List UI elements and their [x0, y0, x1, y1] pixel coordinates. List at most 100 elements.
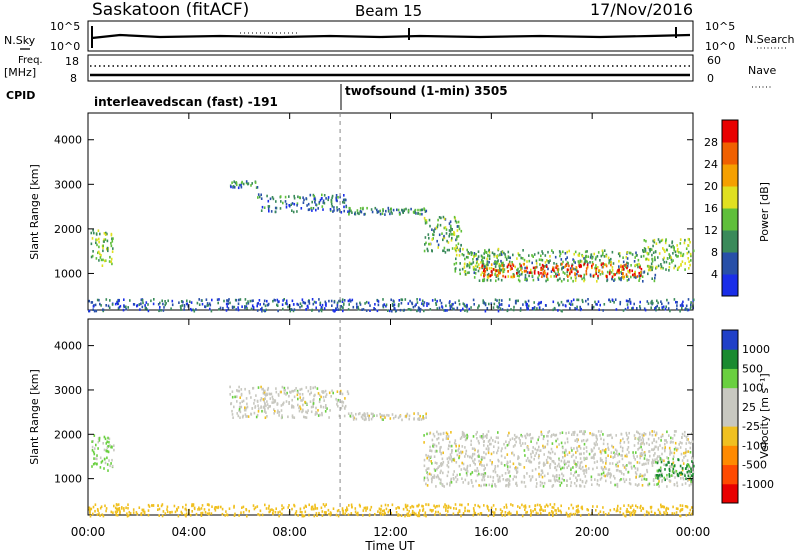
data-cell [646, 458, 648, 462]
data-cell [531, 254, 533, 257]
data-cell [417, 308, 419, 312]
data-cell [352, 414, 354, 418]
data-cell [305, 197, 307, 200]
data-cell [668, 473, 671, 476]
data-cell [299, 396, 301, 399]
data-cell [668, 434, 670, 437]
data-cell [343, 194, 345, 197]
data-cell [269, 405, 271, 408]
data-cell [488, 447, 490, 450]
data-cell [327, 196, 330, 199]
data-cell [525, 459, 528, 462]
data-cell [572, 474, 575, 477]
data-cell [440, 478, 442, 482]
data-cell [376, 414, 378, 417]
data-cell [423, 309, 425, 313]
data-cell [320, 308, 322, 312]
data-cell [341, 507, 344, 510]
data-cell [620, 265, 622, 269]
data-cell [508, 479, 511, 483]
data-cell [429, 224, 431, 228]
data-cell [689, 442, 692, 445]
data-cell [300, 399, 302, 402]
data-cell [435, 505, 438, 508]
data-cell [665, 506, 668, 510]
data-cell [381, 212, 384, 215]
data-cell [92, 512, 94, 516]
data-cell [638, 279, 640, 282]
data-cell [611, 444, 613, 448]
data-cell [274, 410, 276, 413]
data-cell [496, 299, 498, 302]
data-cell [600, 437, 602, 441]
data-cell [666, 441, 668, 444]
data-cell [509, 264, 512, 268]
data-cell [565, 448, 567, 452]
data-cell [239, 401, 241, 405]
data-cell [544, 509, 546, 512]
data-cell [685, 442, 688, 445]
data-cell [630, 506, 632, 509]
data-cell [490, 263, 493, 266]
data-cell [253, 399, 256, 402]
data-cell [307, 306, 309, 309]
y-tick-label: 2000 [54, 223, 82, 236]
data-cell [99, 466, 102, 469]
data-cell [690, 259, 692, 262]
data-cell [332, 507, 335, 510]
data-cell [560, 511, 562, 514]
data-cell [633, 260, 636, 263]
data-cell [450, 479, 452, 483]
data-cell [464, 438, 467, 442]
data-cell [562, 250, 564, 254]
data-cell [633, 513, 635, 516]
data-cell [367, 301, 370, 305]
data-cell [578, 254, 580, 257]
data-cell [557, 270, 559, 273]
data-cell [442, 249, 444, 253]
data-cell [287, 386, 289, 390]
data-cell [426, 247, 429, 251]
data-cell [621, 454, 623, 457]
data-cell [561, 472, 563, 476]
data-cell [475, 479, 477, 483]
data-cell [537, 251, 540, 255]
data-cell [642, 254, 645, 258]
data-cell [684, 505, 687, 508]
data-cell [652, 244, 654, 248]
data-cell [471, 454, 474, 458]
data-cell [659, 512, 662, 516]
nsky-trace [91, 33, 691, 40]
data-cell [644, 452, 646, 456]
data-cell [263, 399, 265, 403]
data-cell [422, 302, 424, 306]
data-cell [510, 512, 512, 515]
data-cell [407, 210, 410, 214]
data-cell [448, 505, 450, 509]
data-cell [523, 466, 526, 469]
data-cell [189, 300, 191, 303]
data-cell [637, 258, 640, 262]
data-cell [92, 250, 94, 253]
data-cell [616, 482, 619, 486]
data-cell [424, 210, 427, 213]
data-cell [552, 460, 555, 463]
data-cell [279, 207, 282, 210]
data-cell [657, 264, 660, 268]
data-cell [617, 454, 619, 457]
data-cell [104, 259, 106, 263]
data-cell [299, 388, 301, 391]
data-cell [542, 446, 545, 450]
data-cell [651, 299, 653, 303]
data-cell [498, 272, 500, 276]
nave-tick-top: 60 [707, 54, 721, 67]
data-cell [566, 437, 569, 441]
data-cell [624, 307, 627, 311]
data-cell [340, 211, 343, 214]
data-cell [291, 414, 294, 417]
data-cell [432, 432, 435, 436]
nsearch-tick-bottom: 10^0 [705, 40, 735, 53]
data-cell [631, 307, 633, 310]
